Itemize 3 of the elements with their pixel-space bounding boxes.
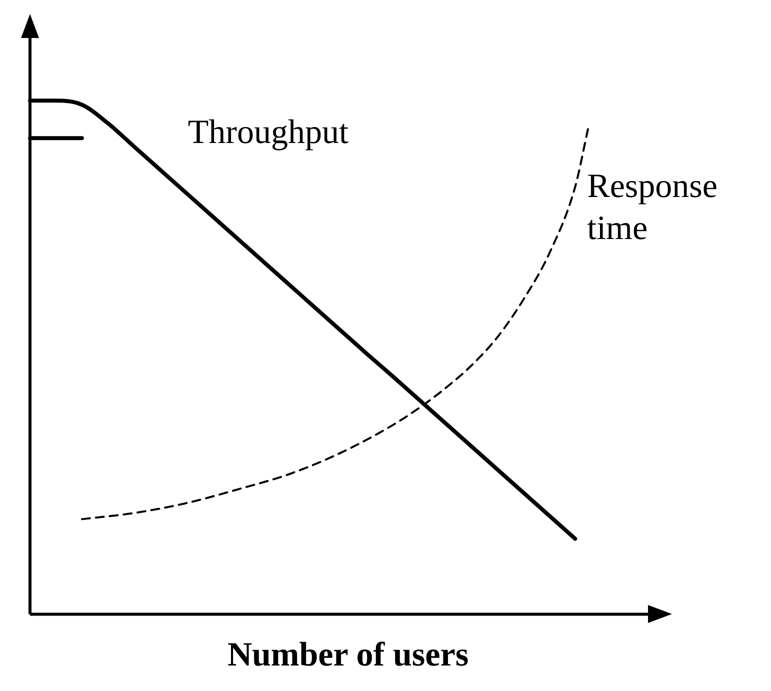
series-label: Throughput [188, 114, 349, 152]
x-axis-title: Number of users [227, 636, 469, 674]
series-label: Response time [587, 168, 718, 247]
